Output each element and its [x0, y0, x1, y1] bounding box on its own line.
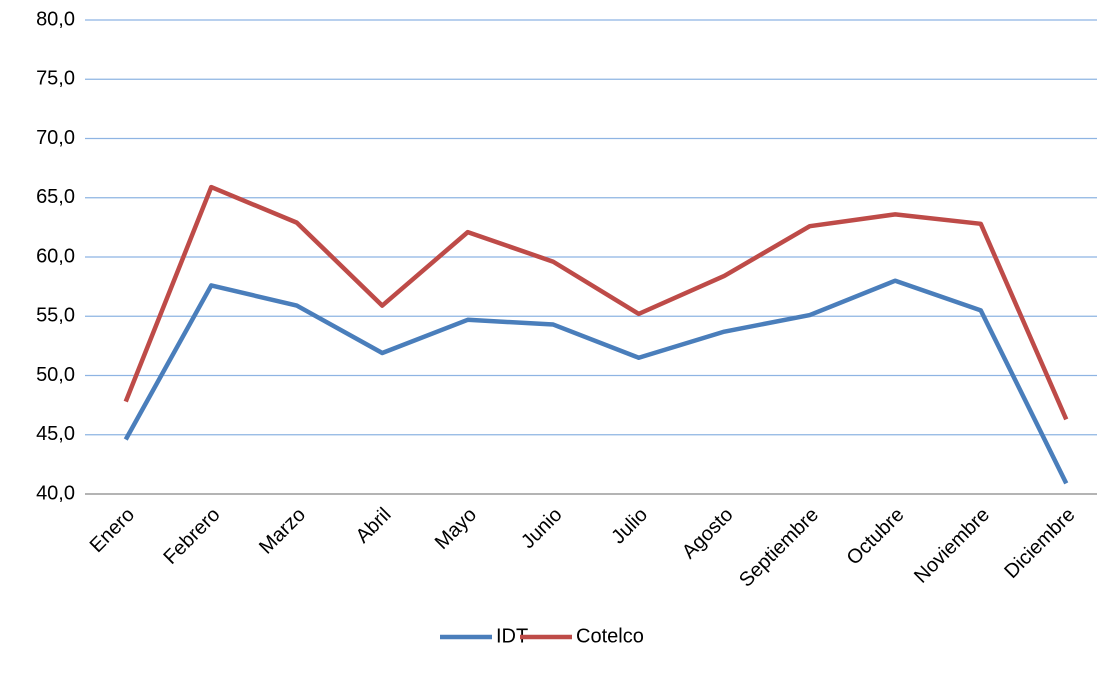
x-tick-label: Diciembre — [1000, 504, 1079, 583]
line-series — [123, 278, 1069, 485]
y-tick-label: 55,0 — [36, 305, 75, 327]
x-tick-label: Abril — [352, 504, 396, 548]
y-tick-label: 65,0 — [36, 186, 75, 208]
legend-label: Cotelco — [576, 625, 644, 647]
y-tick-label: 70,0 — [36, 127, 75, 149]
x-tick-label: Noviembre — [910, 504, 994, 588]
y-tick-label: 40,0 — [36, 482, 75, 504]
line-series — [123, 184, 1069, 421]
y-tick-label: 60,0 — [36, 245, 75, 267]
y-tick-label: 50,0 — [36, 364, 75, 386]
x-tick-label: Febrero — [159, 504, 224, 569]
y-tick-label: 45,0 — [36, 423, 75, 445]
x-tick-label: Junio — [517, 504, 566, 553]
x-tick-label: Marzo — [255, 504, 310, 559]
y-tick-label: 75,0 — [36, 68, 75, 90]
x-tick-label: Julio — [607, 504, 652, 549]
x-tick-label: Mayo — [431, 504, 481, 554]
legend-label: IDT — [496, 625, 528, 647]
x-tick-label: Agosto — [678, 504, 738, 564]
x-tick-label: Septiembre — [735, 504, 823, 592]
x-tick-label: Octubre — [843, 504, 909, 570]
x-tick-label: Enero — [86, 504, 139, 557]
y-tick-label: 80,0 — [36, 8, 75, 30]
